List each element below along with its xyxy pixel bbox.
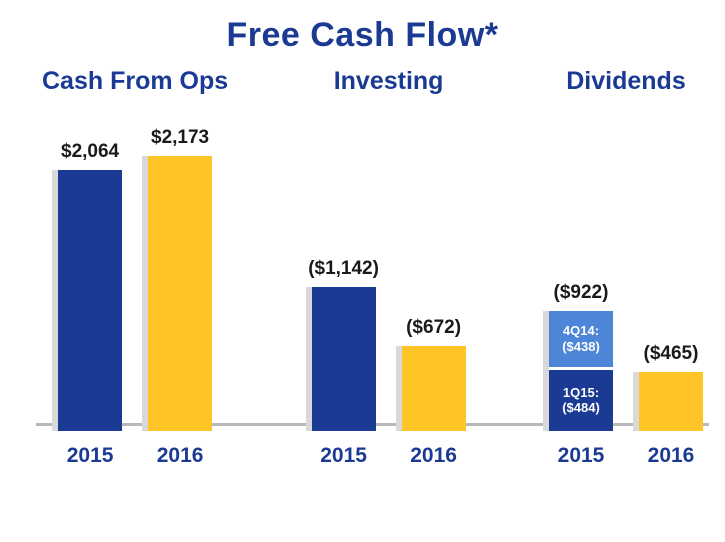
bar-rect bbox=[311, 286, 376, 431]
bars-cash-from-ops: $2,064 $2,173 bbox=[58, 119, 213, 431]
bar-2016-dividends: ($465) bbox=[639, 343, 703, 431]
bar-rect bbox=[58, 169, 123, 431]
chart-area: Cash From Ops $2,064 $2,173 2015 2016 Investi… bbox=[0, 67, 725, 468]
bars-investing: ($1,142) ($672) bbox=[308, 119, 466, 431]
bar-2015-dividends: ($922) 4Q14: ($438) 1Q15: ($484) bbox=[549, 282, 613, 431]
year-labels-dividends: 2015 2016 bbox=[549, 444, 703, 468]
bar-2015-investing: ($1,142) bbox=[308, 258, 379, 431]
bar-value-label: $2,173 bbox=[151, 127, 210, 149]
year-label: 2015 bbox=[320, 444, 367, 467]
year-label: 2016 bbox=[156, 444, 204, 467]
year-label: 2016 bbox=[410, 444, 457, 467]
bars-dividends: ($922) 4Q14: ($438) 1Q15: ($484) ($465) bbox=[549, 119, 703, 431]
bar-value-label: ($672) bbox=[406, 317, 462, 338]
bar-rect bbox=[148, 156, 213, 431]
bar-2016-investing: ($672) bbox=[401, 317, 466, 431]
bar-value-label: ($465) bbox=[643, 343, 699, 365]
chart-group-cash-from-ops: Cash From Ops $2,064 $2,173 2015 2016 bbox=[42, 67, 228, 468]
year-label: 2016 bbox=[647, 444, 695, 467]
slide: Free Cash Flow* Cash From Ops $2,064 $2,17… bbox=[0, 16, 725, 542]
bar-value-label: ($1,142) bbox=[308, 257, 379, 279]
segment-divider bbox=[549, 366, 613, 370]
bar-value-label: $2,064 bbox=[61, 140, 120, 162]
bar-value-label: ($922) bbox=[553, 282, 609, 304]
stacked-bar: 4Q14: ($438) 1Q15: ($484) bbox=[549, 311, 613, 431]
chart-title: Free Cash Flow* bbox=[226, 16, 499, 54]
chart-group-dividends: Dividends ($922) 4Q14: ($438) 1Q15: ($484) ($4… bbox=[549, 67, 703, 468]
year-label: 2015 bbox=[557, 444, 605, 467]
bar-segment: 1Q15: ($484) bbox=[549, 369, 613, 431]
group-title-dividends: Dividends bbox=[566, 67, 686, 95]
group-title-investing: Investing bbox=[333, 67, 444, 95]
chart-group-investing: Investing ($1,142) ($672) 2015 2016 bbox=[308, 67, 466, 468]
bar-2016-cash-from-ops: $2,173 bbox=[148, 127, 213, 431]
bar-2015-cash-from-ops: $2,064 bbox=[58, 140, 123, 431]
year-labels-cash-from-ops: 2015 2016 bbox=[58, 444, 212, 468]
bar-segment: 4Q14: ($438) bbox=[549, 311, 613, 367]
bar-rect bbox=[639, 372, 703, 431]
year-labels-investing: 2015 2016 bbox=[312, 444, 466, 468]
year-label: 2015 bbox=[66, 444, 114, 467]
group-title-cash-from-ops: Cash From Ops bbox=[42, 67, 229, 95]
bar-rect bbox=[401, 346, 466, 431]
